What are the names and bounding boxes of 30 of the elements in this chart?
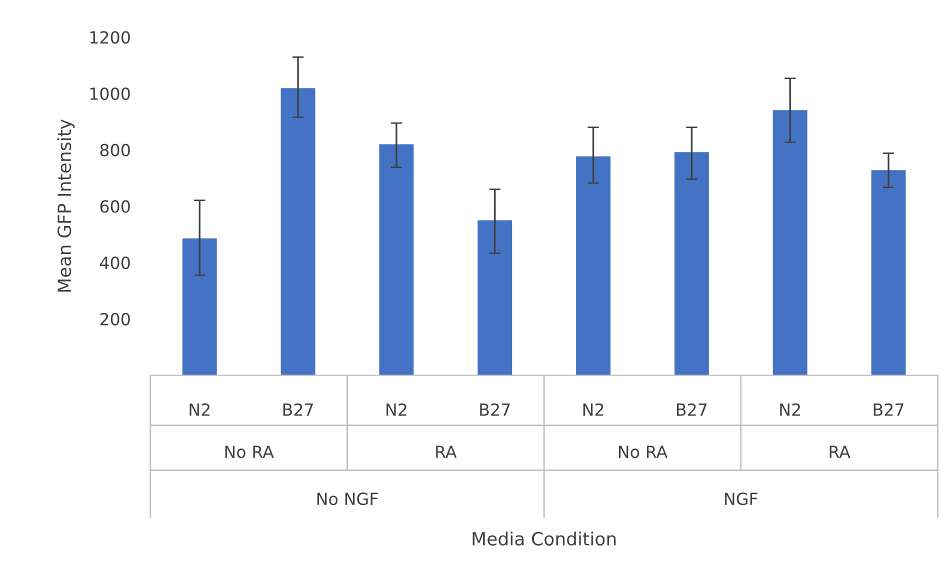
text: No RA [225,446,274,458]
bar [772,110,808,376]
bar [478,220,512,376]
x-tick-label: B27 [874,403,904,416]
x-tick-label: B27 [677,403,707,416]
y-axis-title: Mean GFP Intensity [57,119,75,292]
y-tick-label: 400 [100,256,130,270]
x-tick-label: N2 [386,403,406,416]
y-tick-label: 800 [100,144,130,156]
text: No RA [618,446,668,458]
bar [576,156,610,376]
text: NGF [725,492,758,506]
y-tick-label: 1000 [90,87,130,100]
x-tick-label: N2 [780,403,800,416]
bar [182,238,217,376]
text: RA [830,446,850,458]
x-tick-label: B27 [480,403,510,416]
y-tick-label: 200 [100,312,130,326]
y-tick-label: 600 [100,200,130,213]
bar [379,144,414,376]
y-tick-label: 1200 [90,31,130,44]
bar [280,88,316,376]
text: Media Condition [472,532,616,546]
bar [674,152,709,376]
text: No NGF [317,492,378,506]
x-tick-label: B27 [283,403,313,416]
x-tick-label: N2 [190,403,210,416]
x-tick-label: N2 [583,403,604,416]
text: RA [436,446,457,458]
bar [871,170,906,376]
